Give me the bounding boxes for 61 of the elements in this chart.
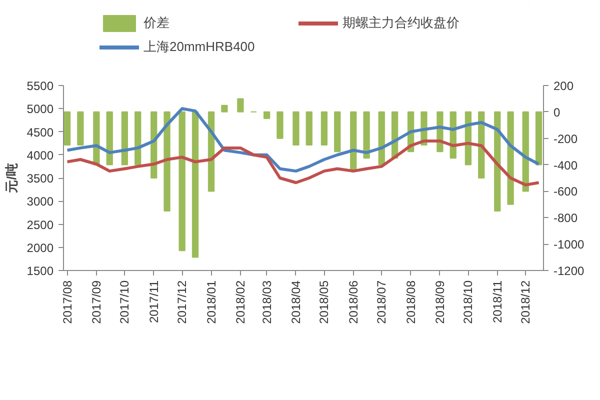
x-tick-label: 2018/01 (204, 280, 218, 324)
x-tick-label: 2018/10 (461, 280, 476, 324)
bar (363, 111, 370, 159)
y2-tick-label: 0 (554, 105, 560, 120)
y2-tick-label: -1000 (554, 238, 585, 252)
y-tick-label: 3500 (26, 172, 54, 186)
y2-tick-label: -200 (554, 132, 578, 146)
y-tick-label: 2000 (26, 240, 54, 255)
bar (121, 111, 128, 166)
line-series (66, 107, 540, 173)
bar (507, 111, 514, 205)
y-tick-label: 4500 (26, 125, 54, 140)
legend-label: 上海20mmHRB400 (144, 38, 256, 56)
y2-tick-label: -800 (554, 211, 578, 226)
bar (535, 111, 542, 166)
bar (178, 111, 186, 252)
x-tick-label: 2017/10 (118, 280, 132, 324)
bar (306, 111, 312, 146)
bar (64, 111, 71, 146)
x-tick-label: 2018/03 (260, 280, 274, 324)
bar (221, 104, 228, 112)
x-tick-label: 2017/09 (89, 280, 104, 324)
bar (320, 111, 328, 146)
bar (237, 98, 244, 112)
y-tick-label: 3000 (26, 194, 54, 209)
y-axis-title: 元/吨 (4, 163, 19, 194)
bar (378, 111, 385, 166)
x-tick-label: 2018/08 (404, 280, 418, 324)
y-tick-label: 5000 (26, 102, 54, 116)
x-tick-label: 2018/12 (518, 280, 533, 324)
x-tick-label: 2018/09 (432, 280, 447, 324)
x-tick-label: 2017/08 (60, 280, 74, 324)
y2-tick-label: -400 (554, 158, 578, 172)
legend-label: 期螺主力合约收盘价 (342, 14, 460, 32)
bar (134, 111, 142, 166)
y-tick-label: 4000 (26, 148, 54, 162)
bar (292, 111, 300, 146)
x-tick-label: 2017/11 (146, 280, 161, 323)
x-tick-label: 2018/05 (317, 280, 332, 324)
y2-tick-label: 200 (554, 79, 574, 93)
x-tick-label: 2018/04 (288, 280, 303, 324)
y2-tick-label: -600 (554, 184, 578, 199)
y2-tick-label: -1200 (554, 264, 585, 278)
legend-label: 价差 (144, 14, 170, 32)
bar (164, 111, 170, 212)
bar (77, 111, 84, 146)
bar (263, 111, 270, 120)
x-tick-label: 2018/11 (490, 280, 504, 323)
y-tick-label: 2500 (26, 218, 54, 232)
y-tick-label: 1500 (26, 264, 54, 278)
bar (494, 111, 501, 212)
y-tick-label: 5500 (26, 79, 54, 93)
x-tick-label: 2018/07 (374, 280, 389, 324)
x-tick-label: 2018/02 (233, 280, 248, 324)
bar (106, 111, 113, 166)
x-tick-label: 2017/12 (175, 280, 190, 324)
bar (334, 111, 341, 152)
bar (192, 111, 199, 258)
x-tick-label: 2018/06 (346, 280, 360, 324)
bar (276, 111, 284, 139)
line-series (66, 140, 540, 186)
